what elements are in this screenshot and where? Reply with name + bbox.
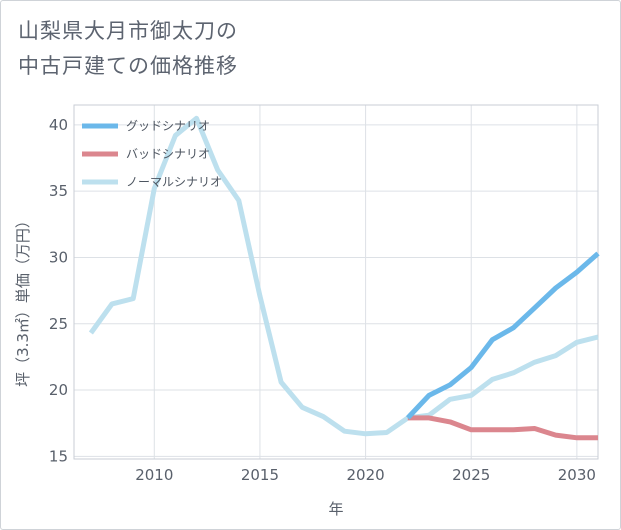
page-title: 山梨県大月市御太刀の 中古戸建ての価格推移	[18, 14, 578, 84]
y-tick-label: 20	[49, 381, 68, 399]
legend-label-1: バッドシナリオ	[126, 147, 210, 161]
y-tick-label: 25	[49, 315, 68, 333]
y-axis-label: 坪（3.3㎡）単価（万円）	[14, 213, 32, 387]
series-line-0	[405, 251, 600, 420]
plot-area-border	[73, 104, 599, 460]
legend-label-0: グッドシナリオ	[126, 119, 210, 133]
title-line-2: 中古戸建ての価格推移	[18, 54, 238, 78]
title-line-1: 山梨県大月市御太刀の	[18, 19, 238, 43]
x-axis-label: 年	[328, 500, 343, 518]
x-tick-label: 2030	[558, 466, 596, 484]
x-tick-label: 2020	[346, 466, 384, 484]
x-tick-label: 2015	[241, 466, 279, 484]
x-tick-label: 2025	[452, 466, 490, 484]
series-line-1	[407, 415, 598, 441]
legend-label-2: ノーマルシナリオ	[126, 175, 222, 189]
y-tick-label: 35	[49, 182, 68, 200]
y-tick-label: 15	[49, 447, 68, 465]
series-lines	[88, 115, 600, 441]
x-tick-label: 2010	[135, 466, 173, 484]
y-tick-label: 30	[49, 248, 68, 266]
series-line-2	[88, 115, 599, 437]
grid	[74, 105, 598, 459]
y-tick-label: 40	[49, 116, 68, 134]
